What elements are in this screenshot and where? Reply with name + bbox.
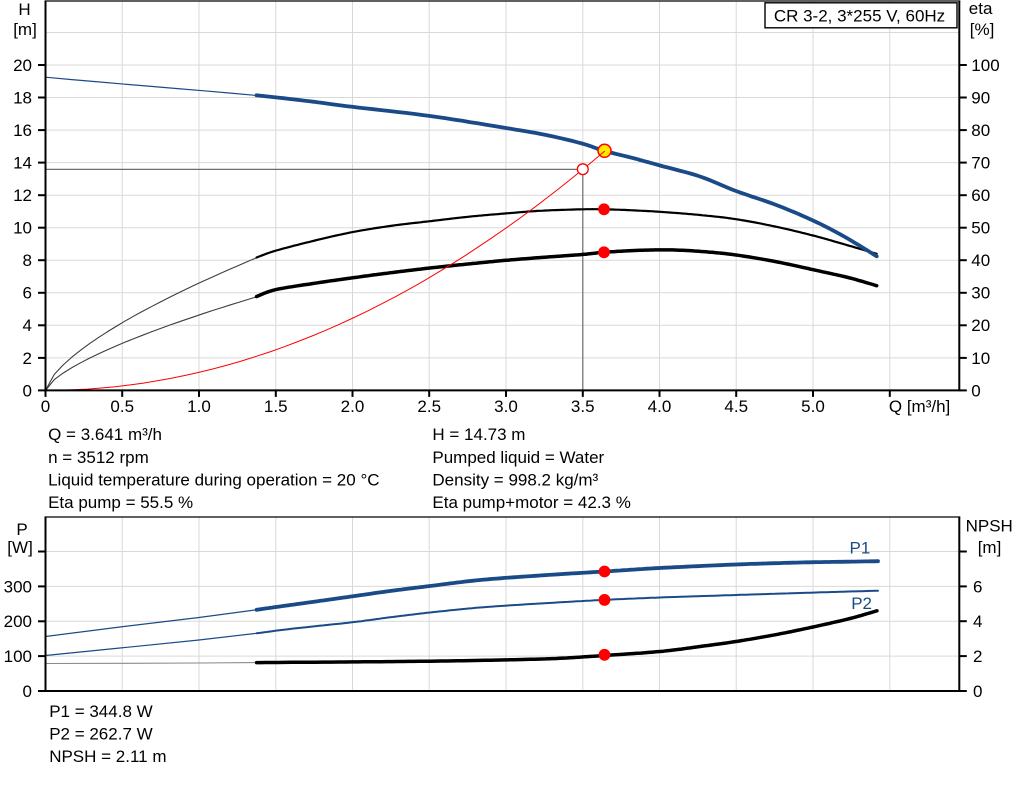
svg-text:0: 0 [23,682,32,701]
svg-text:CR 3-2, 3*255 V, 60Hz: CR 3-2, 3*255 V, 60Hz [774,6,945,25]
svg-text:100: 100 [4,647,32,666]
svg-text:Pumped liquid = Water: Pumped liquid = Water [432,448,604,467]
svg-text:[%]: [%] [970,20,995,39]
svg-text:4.0: 4.0 [648,397,672,416]
svg-text:H = 14.73 m: H = 14.73 m [432,425,525,444]
svg-text:300: 300 [4,577,32,596]
svg-text:70: 70 [971,154,990,173]
svg-text:30: 30 [971,284,990,303]
svg-text:NPSH = 2.11 m: NPSH = 2.11 m [49,747,166,766]
svg-text:P: P [16,520,27,539]
svg-text:2: 2 [23,349,32,368]
svg-text:[m]: [m] [13,20,37,39]
svg-text:5.0: 5.0 [801,397,825,416]
svg-text:200: 200 [4,612,32,631]
svg-text:1.0: 1.0 [187,397,211,416]
svg-text:50: 50 [971,219,990,238]
svg-text:8: 8 [23,251,32,270]
svg-text:20: 20 [13,56,32,75]
svg-text:3.0: 3.0 [494,397,518,416]
svg-text:Density = 998.2 kg/m³: Density = 998.2 kg/m³ [432,471,598,490]
svg-text:1.5: 1.5 [264,397,288,416]
svg-text:[m]: [m] [978,538,1002,557]
svg-text:0: 0 [973,682,982,701]
svg-text:6: 6 [23,284,32,303]
svg-text:100: 100 [971,56,999,75]
svg-text:2: 2 [973,647,982,666]
svg-text:P1: P1 [850,539,871,558]
svg-text:Q = 3.641 m³/h: Q = 3.641 m³/h [48,425,162,444]
svg-text:Liquid temperature during oper: Liquid temperature during operation = 20… [48,471,379,490]
svg-text:14: 14 [13,154,32,173]
svg-text:P2 = 262.7 W: P2 = 262.7 W [49,725,152,744]
svg-text:0.5: 0.5 [110,397,134,416]
svg-text:0: 0 [23,381,32,400]
svg-text:n = 3512 rpm: n = 3512 rpm [48,448,149,467]
svg-text:H: H [18,0,30,19]
svg-text:10: 10 [13,219,32,238]
svg-text:0: 0 [971,381,980,400]
svg-text:20: 20 [971,316,990,335]
svg-text:60: 60 [971,186,990,205]
svg-text:10: 10 [971,349,990,368]
svg-text:4.5: 4.5 [724,397,748,416]
svg-text:0: 0 [41,397,50,416]
svg-text:NPSH: NPSH [966,516,1013,535]
svg-text:80: 80 [971,121,990,140]
svg-text:3.5: 3.5 [571,397,595,416]
svg-text:4: 4 [973,612,982,631]
svg-text:16: 16 [13,121,32,140]
svg-text:18: 18 [13,88,32,107]
svg-text:4: 4 [23,316,32,335]
svg-text:Eta pump = 55.5 %: Eta pump = 55.5 % [48,493,193,512]
svg-text:12: 12 [13,186,32,205]
svg-text:2.0: 2.0 [341,397,365,416]
svg-text:40: 40 [971,251,990,270]
svg-text:[W]: [W] [7,538,33,557]
svg-text:Q [m³/h]: Q [m³/h] [889,397,950,416]
svg-text:6: 6 [973,577,982,596]
svg-text:Eta pump+motor = 42.3 %: Eta pump+motor = 42.3 % [432,493,630,512]
svg-text:P2: P2 [851,594,872,613]
svg-text:90: 90 [971,88,990,107]
svg-text:eta: eta [969,0,993,18]
svg-text:P1 = 344.8 W: P1 = 344.8 W [49,702,152,721]
svg-text:2.5: 2.5 [417,397,441,416]
